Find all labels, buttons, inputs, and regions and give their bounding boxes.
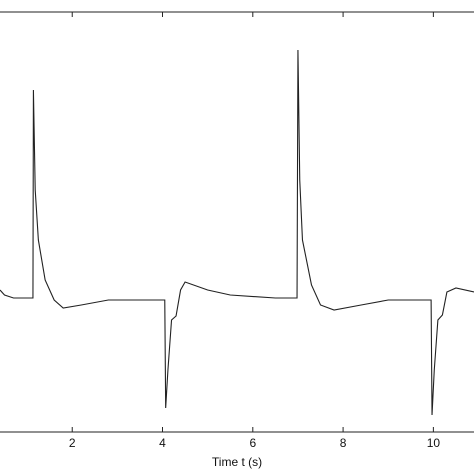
x-tick-label: 2	[69, 436, 76, 450]
x-tick-label: 6	[249, 436, 256, 450]
x-tick-label: 8	[340, 436, 347, 450]
x-tick-label: 4	[159, 436, 166, 450]
x-tick-label: 10	[427, 436, 441, 450]
signal-line	[0, 49, 474, 416]
x-axis-label: Time t (s)	[212, 455, 262, 469]
